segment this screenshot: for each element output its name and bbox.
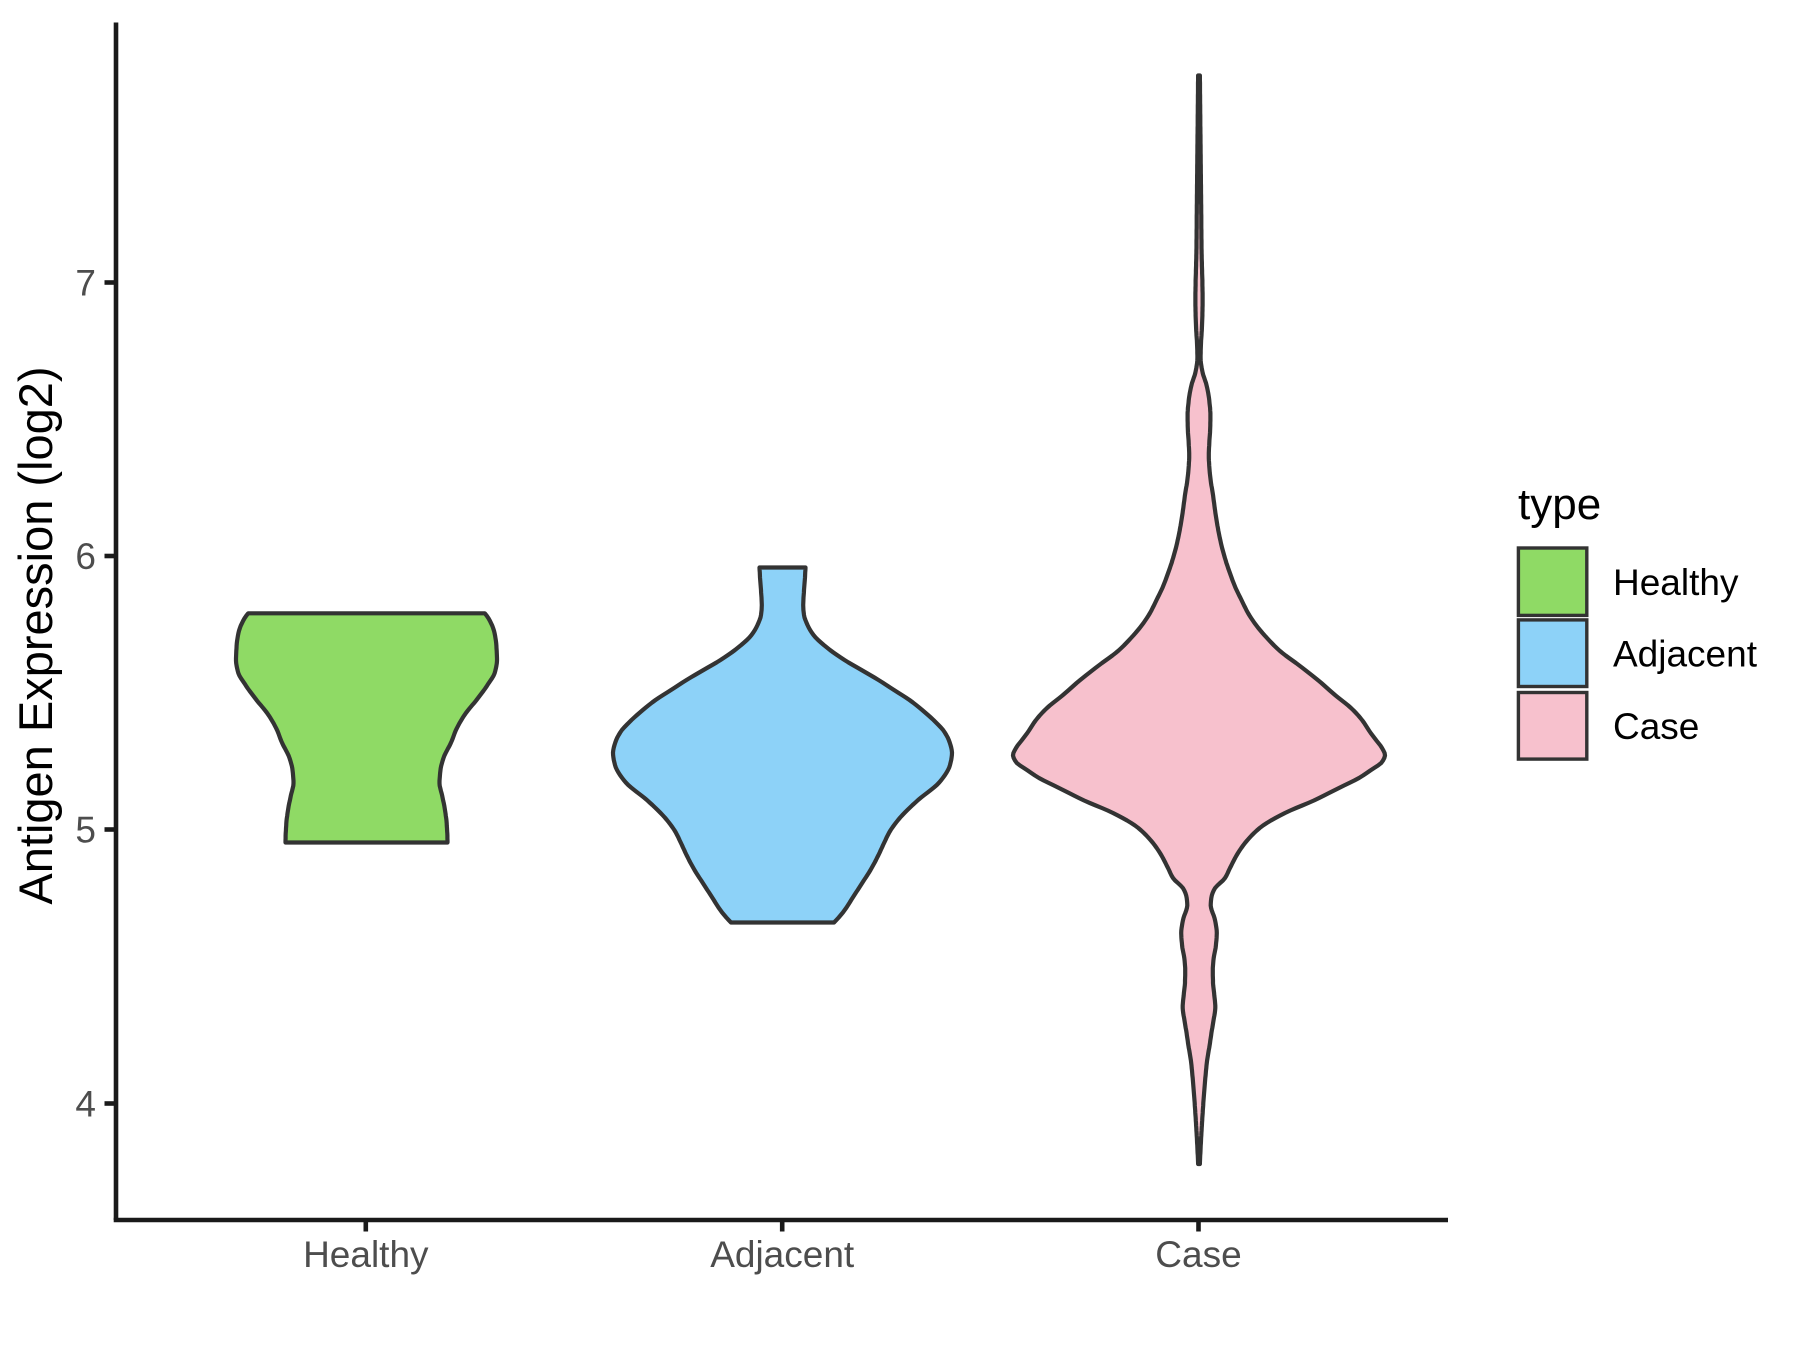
svg-text:7: 7 xyxy=(75,263,96,304)
svg-text:4: 4 xyxy=(75,1084,96,1125)
svg-text:6: 6 xyxy=(75,536,96,577)
svg-text:Adjacent: Adjacent xyxy=(710,1234,855,1275)
svg-text:Case: Case xyxy=(1155,1234,1241,1275)
svg-text:5: 5 xyxy=(75,810,96,851)
svg-text:Adjacent: Adjacent xyxy=(1613,634,1758,675)
svg-text:Healthy: Healthy xyxy=(1613,562,1739,603)
svg-text:Case: Case xyxy=(1613,706,1699,747)
svg-text:Healthy: Healthy xyxy=(303,1234,429,1275)
svg-text:Antigen Expression (log2): Antigen Expression (log2) xyxy=(9,366,62,904)
svg-text:type: type xyxy=(1518,480,1601,529)
